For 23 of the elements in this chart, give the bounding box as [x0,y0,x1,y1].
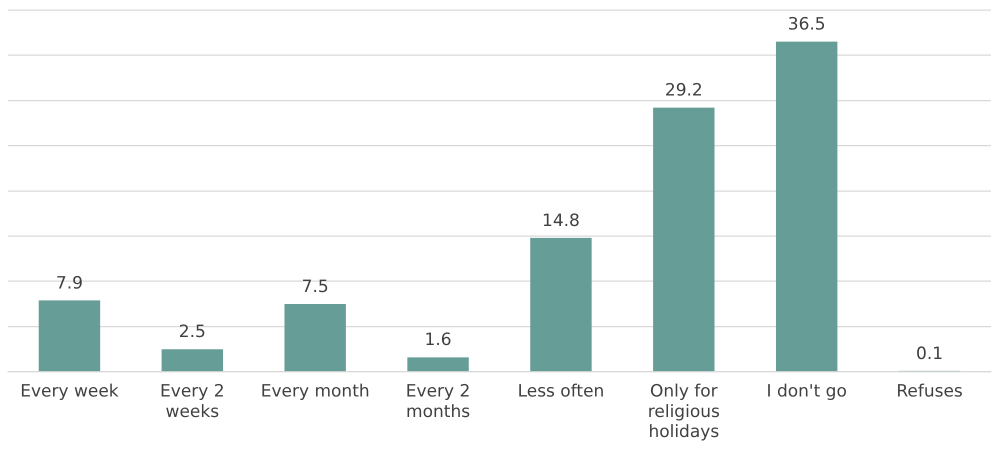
data-label: 2.5 [178,322,206,342]
bar [776,42,838,372]
x-tick-label: Only for religious holidays [648,381,720,442]
bar [38,300,100,372]
bar [284,304,346,372]
data-label: 0.1 [916,344,944,364]
data-label: 36.5 [788,14,826,35]
data-label: 7.5 [302,276,329,297]
bar [162,349,224,372]
x-tick-label: Every 2 weeks [160,381,225,422]
bar [653,108,715,372]
data-label: 29.2 [664,80,703,101]
x-tick-label: Refuses [896,381,963,402]
bar [407,357,469,372]
data-label: 14.8 [542,210,580,231]
x-tick-label: Less often [518,381,604,402]
x-tick-label: Every week [20,381,119,402]
x-tick-label: Every 2 months [406,381,470,422]
data-label: 7.9 [56,273,83,294]
data-label: 1.6 [424,330,452,350]
bar [530,238,592,372]
x-tick-label: I don't go [766,381,847,402]
x-tick-label: Every month [260,381,370,402]
